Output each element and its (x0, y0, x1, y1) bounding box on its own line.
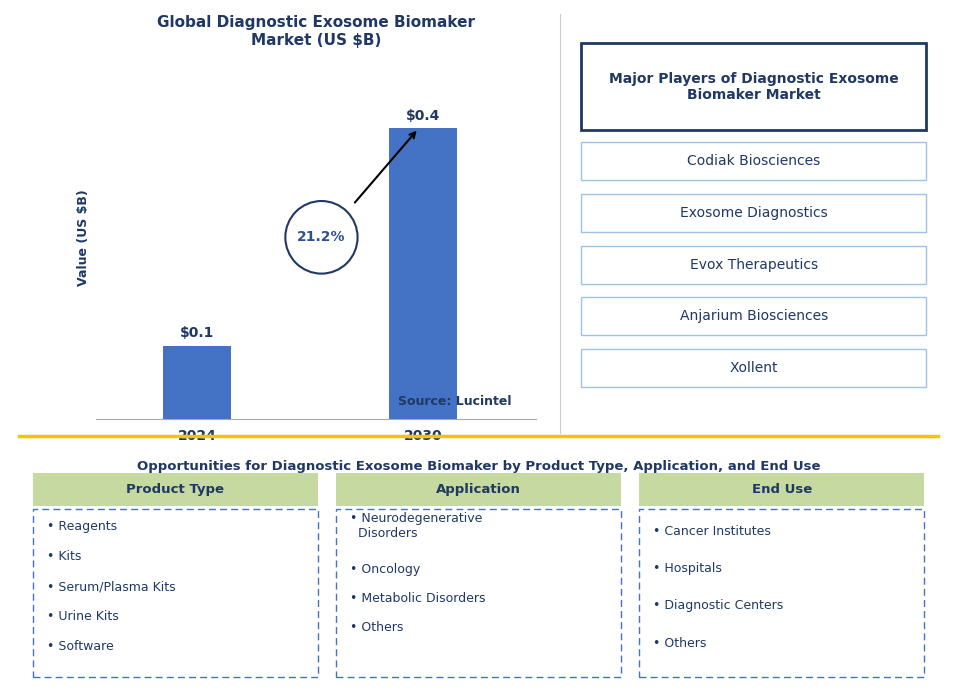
FancyBboxPatch shape (33, 473, 318, 506)
Ellipse shape (285, 201, 358, 274)
Text: Codiak Biosciences: Codiak Biosciences (687, 154, 820, 168)
Text: $0.4: $0.4 (406, 109, 440, 123)
Text: Evox Therapeutics: Evox Therapeutics (690, 258, 817, 272)
Text: • Metabolic Disorders: • Metabolic Disorders (350, 592, 485, 605)
Text: Source: Lucintel: Source: Lucintel (398, 395, 512, 408)
Title: Global Diagnostic Exosome Biomaker
Market (US $B): Global Diagnostic Exosome Biomaker Marke… (157, 15, 475, 47)
Text: • Kits: • Kits (47, 550, 81, 563)
Text: • Oncology: • Oncology (350, 563, 420, 576)
Text: • Urine Kits: • Urine Kits (47, 610, 119, 623)
Text: 21.2%: 21.2% (298, 230, 345, 244)
Text: • Others: • Others (653, 637, 706, 650)
Text: • Hospitals: • Hospitals (653, 562, 722, 575)
FancyBboxPatch shape (10, 441, 947, 686)
Text: Exosome Diagnostics: Exosome Diagnostics (679, 206, 828, 220)
FancyBboxPatch shape (336, 510, 621, 677)
Text: End Use: End Use (751, 483, 812, 496)
FancyBboxPatch shape (582, 43, 926, 131)
Y-axis label: Value (US $B): Value (US $B) (78, 189, 90, 285)
FancyBboxPatch shape (582, 194, 926, 232)
Text: Opportunities for Diagnostic Exosome Biomaker by Product Type, Application, and : Opportunities for Diagnostic Exosome Bio… (137, 459, 820, 473)
Text: • Diagnostic Centers: • Diagnostic Centers (653, 600, 784, 612)
Bar (389, 128, 456, 419)
Bar (164, 346, 232, 419)
Text: $0.1: $0.1 (180, 327, 214, 341)
Text: Major Players of Diagnostic Exosome
Biomaker Market: Major Players of Diagnostic Exosome Biom… (609, 71, 899, 102)
Text: • Serum/Plasma Kits: • Serum/Plasma Kits (47, 580, 175, 593)
Text: • Neurodegenerative
  Disorders: • Neurodegenerative Disorders (350, 512, 482, 540)
Text: • Reagents: • Reagents (47, 520, 117, 533)
FancyBboxPatch shape (582, 246, 926, 283)
FancyBboxPatch shape (582, 142, 926, 180)
FancyBboxPatch shape (336, 473, 621, 506)
FancyBboxPatch shape (639, 510, 924, 677)
Text: Application: Application (436, 483, 521, 496)
FancyBboxPatch shape (582, 297, 926, 335)
Text: Product Type: Product Type (126, 483, 224, 496)
Text: • Cancer Institutes: • Cancer Institutes (653, 525, 771, 537)
FancyBboxPatch shape (33, 510, 318, 677)
FancyBboxPatch shape (582, 349, 926, 387)
Text: • Others: • Others (350, 621, 403, 634)
Text: Anjarium Biosciences: Anjarium Biosciences (679, 309, 828, 323)
Text: Xollent: Xollent (729, 361, 778, 375)
FancyBboxPatch shape (639, 473, 924, 506)
Text: • Software: • Software (47, 640, 114, 653)
